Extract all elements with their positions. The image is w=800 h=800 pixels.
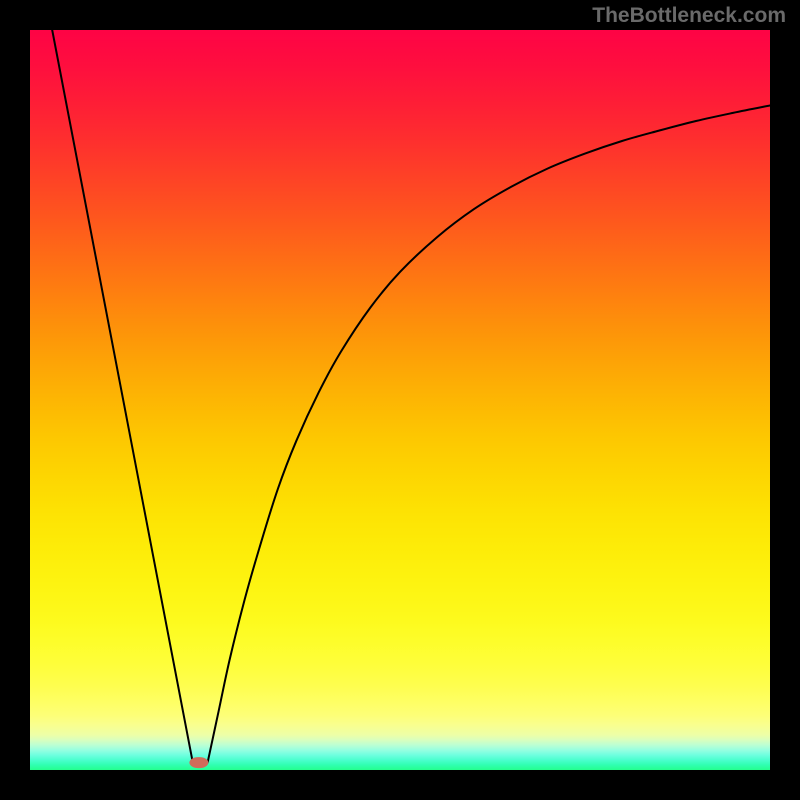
min-point-marker (189, 757, 208, 769)
bottleneck-curve (30, 30, 770, 770)
plot-area (30, 30, 770, 770)
chart-container: TheBottleneck.com (0, 0, 800, 800)
watermark-text: TheBottleneck.com (592, 4, 786, 28)
